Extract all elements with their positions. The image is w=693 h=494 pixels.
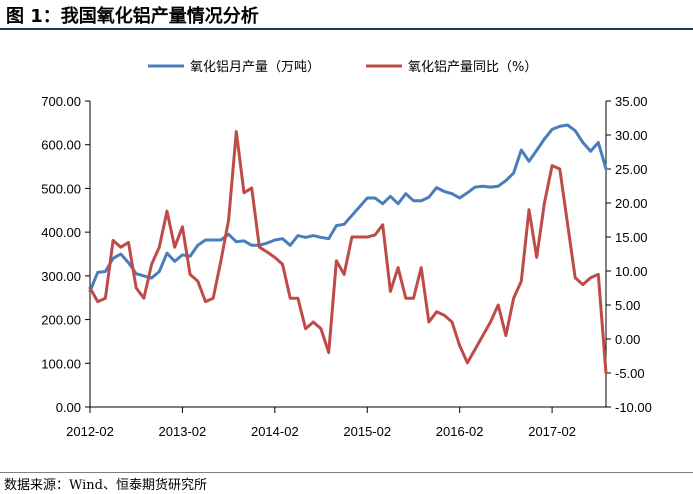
right-tick-label: -10.00 <box>615 400 652 415</box>
right-tick-label: 0.00 <box>615 332 640 347</box>
left-tick-label: 0.00 <box>56 400 81 415</box>
series-line-production <box>88 123 608 293</box>
right-tick-label: 20.00 <box>615 196 648 211</box>
series-layer <box>88 123 608 375</box>
x-tick-label: 2015-02 <box>343 424 391 439</box>
source-divider <box>0 472 693 473</box>
left-tick-label: 700.00 <box>41 94 81 109</box>
series-line-yoy <box>88 130 608 375</box>
right-tick-label: 30.00 <box>615 128 648 143</box>
source-note: 数据来源：Wind、恒泰期货研究所 <box>4 478 207 493</box>
right-tick-label: -5.00 <box>615 366 645 381</box>
x-tick-label: 2012-02 <box>66 424 114 439</box>
right-tick-label: 5.00 <box>615 298 640 313</box>
legend: 氧化铝月产量（万吨） 氧化铝产量同比（%） <box>148 60 537 75</box>
left-tick-label: 600.00 <box>41 138 81 153</box>
right-tick-label: 25.00 <box>615 162 648 177</box>
right-tick-label: 35.00 <box>615 94 648 109</box>
left-tick-label: 200.00 <box>41 313 81 328</box>
legend-label-yoy: 氧化铝产量同比（%） <box>408 60 537 75</box>
figure-title: 图 1：我国氧化铝产量情况分析 <box>6 6 259 27</box>
legend-label-production: 氧化铝月产量（万吨） <box>190 60 320 75</box>
x-tick-label: 2013-02 <box>159 424 207 439</box>
left-tick-label: 100.00 <box>41 356 81 371</box>
left-tick-label: 400.00 <box>41 225 81 240</box>
chart: 氧化铝月产量（万吨） 氧化铝产量同比（%） 0.00 100.00 200.00 30… <box>41 60 652 439</box>
x-tick-label: 2017-02 <box>528 424 576 439</box>
axes-layer: 0.00 100.00 200.00 300.00 400.00 500.00 600.00… <box>41 94 652 439</box>
x-tick-label: 2014-02 <box>251 424 299 439</box>
right-tick-label: 10.00 <box>615 264 648 279</box>
left-tick-label: 500.00 <box>41 181 81 196</box>
left-tick-label: 300.00 <box>41 269 81 284</box>
x-tick-label: 2016-02 <box>436 424 484 439</box>
title-underline <box>0 28 693 30</box>
right-tick-label: 15.00 <box>615 230 648 245</box>
